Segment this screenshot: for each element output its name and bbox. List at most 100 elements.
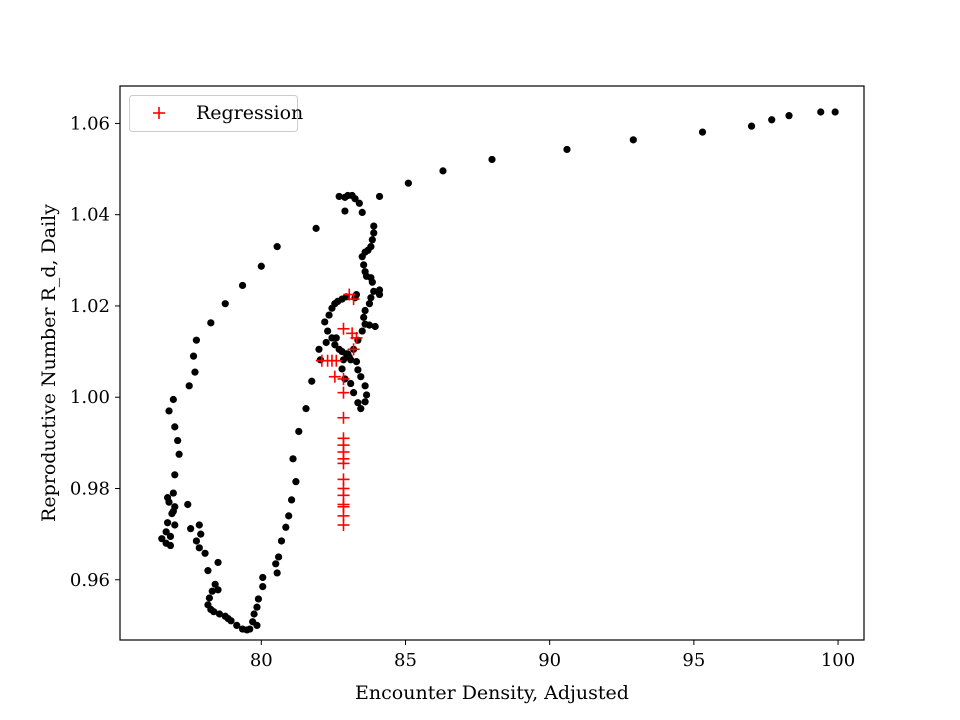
y-tick-label: 0.96 (70, 570, 110, 591)
observed-point (358, 208, 366, 217)
observed-point (185, 382, 193, 390)
observed-point (332, 334, 340, 342)
observed-point (195, 544, 203, 552)
observed-point (250, 610, 258, 618)
observed-point (207, 319, 215, 327)
observed-point (287, 496, 296, 504)
observed-point (169, 507, 177, 515)
regression-point (337, 457, 350, 470)
legend: Regression (129, 95, 303, 132)
observed-point (289, 455, 297, 463)
observed-point (370, 287, 378, 295)
observed-point (208, 587, 216, 595)
x-tick-label: 90 (538, 650, 561, 671)
observed-point (292, 478, 300, 486)
observed-point (233, 621, 241, 629)
observed-point (215, 610, 224, 618)
observed-point (354, 366, 362, 374)
observed-point (370, 229, 378, 237)
observed-point (254, 595, 263, 603)
observed-point (312, 224, 320, 232)
observed-point (169, 395, 177, 404)
observed-point (439, 167, 447, 175)
observed-point (195, 521, 203, 529)
observed-point (221, 612, 229, 620)
observed-point (338, 365, 346, 373)
observed-point (361, 306, 369, 315)
observed-point (282, 523, 290, 531)
regression-point (337, 519, 350, 532)
observed-point (184, 500, 192, 509)
observed-point (361, 382, 369, 390)
series-layer (158, 108, 839, 634)
observed-point (191, 368, 199, 376)
regression-point (337, 411, 350, 424)
observed-point (192, 537, 201, 545)
observed-point (368, 236, 376, 244)
observed-point (253, 603, 261, 611)
legend-plus-icon (153, 107, 165, 119)
y-tick-label: 1.00 (70, 387, 110, 408)
observed-point (165, 498, 173, 506)
observed-point (238, 625, 247, 633)
observed-point (629, 136, 637, 144)
observed-point (171, 521, 179, 529)
regression-point (347, 293, 360, 306)
observed-point (201, 549, 209, 557)
observed-point (331, 341, 339, 349)
observed-point (355, 199, 363, 207)
regression-point (337, 386, 350, 399)
y-tick-label: 1.04 (70, 205, 110, 226)
y-tick-label: 1.02 (70, 296, 110, 317)
observed-point (174, 436, 182, 445)
x-tick-label: 80 (250, 650, 273, 671)
observed-point (302, 405, 310, 413)
observed-point (339, 356, 348, 364)
observed-point (166, 532, 175, 541)
series-regression (315, 288, 363, 532)
observed-point (197, 530, 205, 538)
observed-point (187, 525, 195, 533)
observed-point (259, 583, 267, 591)
observed-point (747, 122, 756, 130)
observed-point (367, 294, 375, 302)
observed-point (375, 192, 384, 201)
observed-point (165, 407, 173, 415)
x-tick-label: 95 (682, 650, 705, 671)
observed-point (354, 399, 362, 407)
observed-point (351, 195, 359, 203)
observed-point (357, 373, 365, 381)
observed-point (238, 281, 247, 290)
regression-point (328, 370, 341, 383)
observed-point (175, 450, 183, 458)
observed-point (358, 253, 366, 261)
observed-point (370, 222, 378, 230)
observed-point (171, 423, 179, 431)
observed-point (360, 261, 368, 269)
observed-point (349, 389, 358, 397)
observed-point (365, 321, 374, 329)
observed-point (259, 573, 267, 582)
y-axis-label: Reproductive Number R_d, Daily (38, 204, 60, 522)
x-tick-label: 100 (821, 650, 855, 671)
regression-point (337, 372, 350, 385)
observed-point (371, 322, 379, 331)
observed-point (368, 278, 376, 286)
observed-point (316, 356, 325, 364)
observed-point (275, 553, 283, 561)
observed-point (221, 300, 229, 308)
observed-point (831, 108, 839, 116)
y-tick-label: 1.06 (70, 113, 110, 134)
observed-point (335, 345, 343, 353)
observed-point (214, 586, 222, 594)
regression-point (337, 322, 350, 335)
observed-point (277, 537, 286, 545)
observed-point (335, 192, 343, 201)
observed-point (365, 300, 374, 308)
observed-point (214, 558, 222, 567)
observed-point (171, 471, 179, 479)
x-tick-label: 85 (394, 650, 417, 671)
observed-point (322, 338, 330, 347)
observed-point (273, 243, 281, 251)
